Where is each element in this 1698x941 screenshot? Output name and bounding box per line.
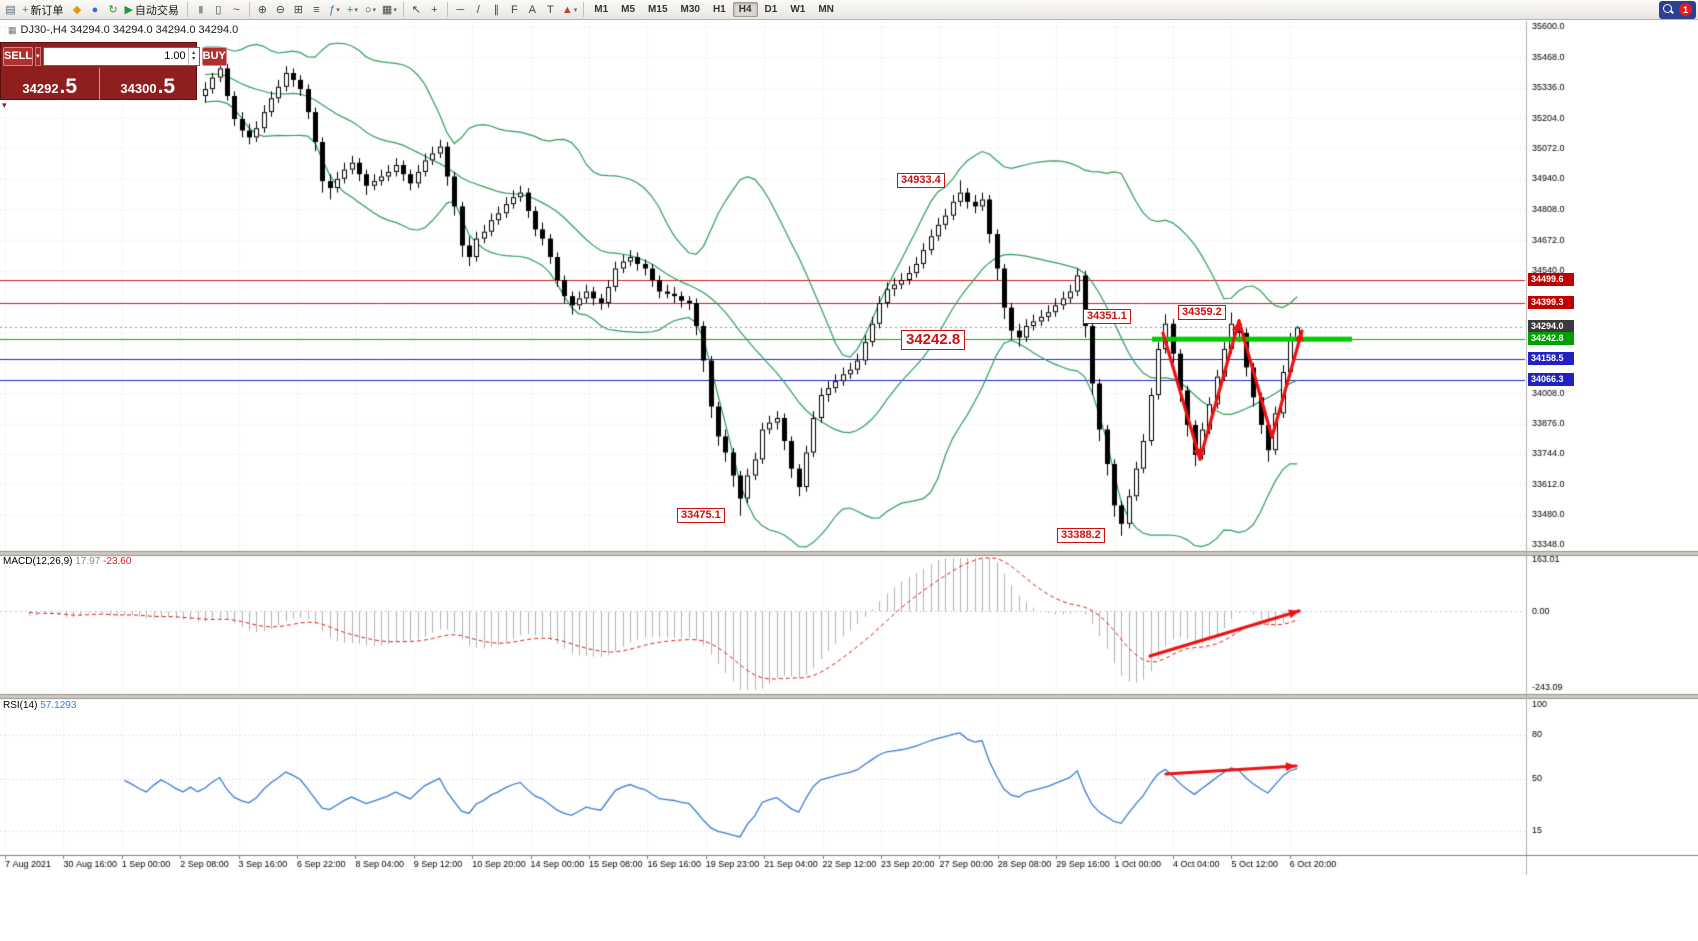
timeframe-d1[interactable]: D1 — [764, 4, 778, 15]
price-annotation-label: 33475.1 — [677, 508, 725, 523]
timeframe-h1[interactable]: H1 — [712, 4, 726, 15]
symbol-title: ▦ DJ30-,H4 34294.0 34294.0 34294.0 34294… — [8, 24, 238, 36]
one-click-trade-panel: SELL ▾ ▴ ▾ BUY 34292 .5 34300 .5 — [0, 42, 227, 100]
volume-input[interactable] — [43, 50, 188, 62]
chevron-down-icon: ▾ — [354, 6, 358, 14]
axis-price-box: 34242.8 — [1528, 332, 1574, 345]
candlestick-chart-icon[interactable]: ▯ — [215, 4, 222, 16]
axis-price-box: 34399.3 — [1528, 296, 1574, 309]
sell-price[interactable]: 34292 .5 — [22, 75, 78, 98]
timeframe-h4[interactable]: H4 — [732, 2, 758, 17]
objects-list-icon[interactable]: ≡ — [313, 3, 320, 16]
indicators-icon[interactable]: ƒ ▾ — [329, 3, 340, 16]
refresh-icon[interactable]: ↻ — [108, 4, 118, 16]
templates-button[interactable]: ▦ ▾ — [381, 4, 397, 16]
toolbar-separator — [402, 2, 404, 17]
autotrading-play-icon: ▶ — [124, 4, 133, 16]
toolbar-separator — [248, 2, 250, 17]
macd-pane-label: MACD(12,26,9) 17.97 -23.60 — [3, 556, 132, 567]
toolbar-separator — [186, 2, 188, 17]
chevron-down-icon: ▾ — [393, 6, 397, 14]
axis-price-box: 34066.3 — [1528, 373, 1574, 386]
shapes-tool-icon[interactable]: ▲ ▾ — [561, 3, 578, 16]
chevron-down-icon: ▾ — [336, 6, 340, 14]
new-order-button[interactable]: + 新订单 — [20, 1, 67, 19]
spin-up-icon[interactable]: ▴ — [192, 50, 196, 56]
add-indicator-button[interactable]: + ▾ — [346, 3, 358, 16]
volume-box: ▴ ▾ — [42, 46, 200, 66]
bar-chart-icon[interactable]: ||| — [198, 5, 203, 14]
timeframe-w1[interactable]: W1 — [790, 4, 806, 15]
text-tool-icon[interactable]: A — [528, 3, 536, 16]
hline-tool-icon[interactable]: ─ — [456, 3, 465, 16]
buy-button[interactable]: BUY — [201, 46, 227, 66]
toolbar-separator — [583, 2, 585, 17]
sell-button[interactable]: SELL — [3, 46, 34, 66]
axis-price-box: 34158.5 — [1528, 352, 1574, 365]
favorites-icon[interactable]: ◆ — [72, 4, 82, 16]
chevron-down-icon: ▾ — [573, 6, 578, 14]
line-chart-icon[interactable]: ~ — [233, 3, 240, 16]
chart-file-glyph: ▤ — [5, 4, 16, 16]
price-annotation-label: 33388.2 — [1057, 528, 1105, 543]
chevron-down-icon: ▾ — [372, 6, 376, 14]
autotrading-button[interactable]: ▶ 自动交易 — [122, 1, 182, 19]
key-level-label: 34242.8 — [901, 330, 966, 350]
timeframe-m30[interactable]: M30 — [680, 4, 700, 15]
timeframe-mn[interactable]: MN — [818, 4, 834, 15]
price-annotation-label: 34933.4 — [897, 173, 945, 188]
search-icon[interactable] — [1663, 4, 1674, 15]
spin-down-icon[interactable]: ▾ — [192, 56, 196, 62]
crosshair-icon[interactable]: + — [431, 3, 438, 16]
buy-price[interactable]: 34300 .5 — [98, 68, 197, 100]
label-tool-icon[interactable]: T — [546, 3, 554, 16]
channel-tool-icon[interactable]: ∥ — [493, 4, 500, 16]
volume-stepper[interactable]: ▴ ▾ — [187, 47, 199, 65]
zoom-out-icon[interactable]: ⊖ — [275, 4, 286, 16]
new-order-icon: + — [22, 3, 29, 16]
autotrading-label: 自动交易 — [134, 4, 179, 17]
trendline-tool-icon[interactable]: / — [476, 3, 480, 16]
timeframe-m1[interactable]: M1 — [594, 4, 609, 15]
timeframe-m15[interactable]: M15 — [648, 4, 668, 15]
periods-button[interactable]: ○ ▾ — [364, 3, 376, 16]
chart-file-icon[interactable]: ▤ — [2, 1, 19, 19]
timeframe-m5[interactable]: M5 — [621, 4, 636, 15]
rsi-pane-label: RSI(14) 57.1293 — [3, 700, 77, 711]
axis-price-box-current: 34294.0 — [1528, 320, 1574, 333]
symbol-title-text: DJ30-,H4 34294.0 34294.0 34294.0 34294.0 — [20, 24, 239, 36]
cursor-icon[interactable]: ↖ — [411, 4, 421, 16]
axis-price-box: 34499.6 — [1528, 273, 1574, 286]
new-order-label: 新订单 — [30, 4, 64, 17]
search-area[interactable]: 1 — [1659, 0, 1696, 19]
toolbar-separator — [446, 2, 448, 17]
price-annotation-label: 34351.1 — [1083, 309, 1131, 324]
chart-thumb-icon: ▦ — [8, 24, 17, 35]
order-type-dropdown[interactable]: ▾ — [35, 46, 41, 66]
fibonacci-tool-icon[interactable]: F — [510, 3, 518, 16]
notification-badge[interactable]: 1 — [1679, 3, 1692, 16]
zoom-in-icon[interactable]: ⊕ — [257, 4, 268, 16]
main-toolbar: ▤ + 新订单 ◆ ● ↻ ▶ 自动交易 ||| ▯ ~ ⊕ ⊖ ⊞ ≡ ƒ ▾ … — [0, 0, 1698, 20]
profile-icon[interactable]: ● — [91, 3, 99, 16]
panel-collapse-button[interactable]: ▾ — [2, 100, 7, 110]
price-annotation-label: 34359.2 — [1178, 305, 1226, 320]
tile-windows-icon[interactable]: ⊞ — [293, 4, 304, 16]
